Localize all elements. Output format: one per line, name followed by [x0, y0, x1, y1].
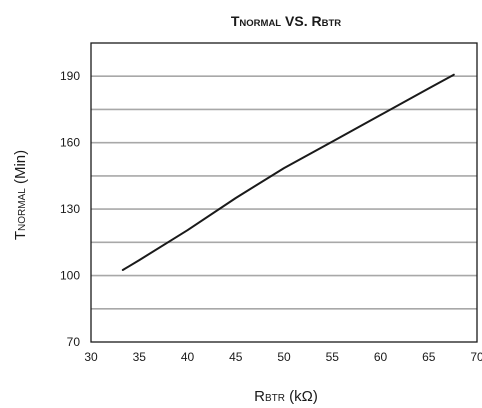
chart-title-r: R [311, 13, 321, 29]
x-tick-label: 55 [326, 350, 340, 364]
series-group [121, 73, 455, 271]
y-tick-label: 130 [60, 202, 80, 216]
plot-frame [90, 42, 478, 343]
y-axis-label-main: T [12, 231, 29, 240]
chart-title-t-sub: NORMAL [239, 18, 281, 29]
x-tick-label: 65 [422, 350, 436, 364]
series-line [121, 73, 455, 271]
x-axis-label-unit: (kΩ) [285, 388, 318, 405]
y-axis-label-sub: NORMAL [17, 188, 28, 231]
gridlines [91, 75, 477, 310]
chart-title-vs: VS. [281, 13, 311, 29]
x-tick-label: 70 [470, 350, 482, 364]
y-tick-label: 160 [60, 136, 80, 150]
y-axis-label-unit: (Min) [12, 150, 29, 188]
tick-labels: 30 35 40 45 50 55 60 65 70 70 100 130 160 190 [60, 69, 482, 364]
x-tick-label: 45 [229, 350, 243, 364]
y-axis-label: TNORMAL (Min) [12, 150, 29, 240]
x-tick-label: 50 [277, 350, 291, 364]
y-tick-label: 190 [60, 69, 80, 83]
x-axis-label-sub: BTR [265, 393, 285, 404]
x-tick-label: 40 [181, 350, 195, 364]
x-axis-label-main: R [254, 388, 265, 405]
y-tick-label: 100 [60, 269, 80, 283]
x-axis-label: RBTR (kΩ) [254, 388, 318, 405]
chart-title-r-sub: BTR [322, 18, 342, 29]
x-tick-label: 30 [84, 350, 98, 364]
x-tick-label: 60 [374, 350, 388, 364]
y-tick-label: 70 [67, 335, 81, 349]
chart-title: TNORMAL VS. RBTR [231, 13, 341, 29]
x-tick-label: 35 [133, 350, 147, 364]
chart-title-t: T [231, 13, 240, 29]
